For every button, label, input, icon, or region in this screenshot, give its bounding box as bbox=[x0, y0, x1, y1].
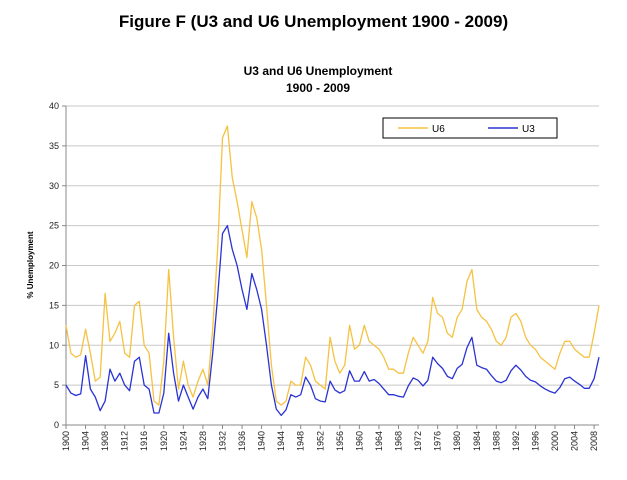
x-tick-label: 1936 bbox=[237, 431, 247, 451]
chart-title: U3 and U6 Unemployment bbox=[244, 64, 393, 78]
series-lines bbox=[65, 125, 600, 417]
x-tick-label: 1916 bbox=[139, 431, 149, 451]
x-tick-label: 1948 bbox=[296, 431, 306, 451]
x-tick-label: 1928 bbox=[198, 431, 208, 451]
y-tick-label: 5 bbox=[54, 380, 59, 390]
x-tick-label: 1996 bbox=[530, 431, 540, 451]
y-tick-label: 35 bbox=[49, 141, 59, 151]
x-tick-label: 1912 bbox=[120, 431, 130, 451]
x-tick-label: 1984 bbox=[472, 431, 482, 451]
series-line-u3 bbox=[65, 224, 600, 417]
x-tick-label: 1920 bbox=[159, 431, 169, 451]
figure-title: Figure F (U3 and U6 Unemployment 1900 - … bbox=[118, 12, 509, 31]
legend-label-u6: U6 bbox=[432, 124, 445, 135]
y-tick-label: 25 bbox=[49, 221, 59, 231]
chart-subtitle: 1900 - 2009 bbox=[286, 81, 350, 95]
axes: 0 5 10 15 20 25 30 35 40 1900 1904 1908 1912 1916 1920… bbox=[49, 101, 599, 451]
x-tick-label: 1964 bbox=[374, 431, 384, 451]
x-tick-label: 1988 bbox=[491, 431, 501, 451]
legend-box bbox=[382, 117, 558, 139]
legend-label-u3: U3 bbox=[522, 124, 535, 135]
series-line-u6 bbox=[65, 125, 600, 406]
x-tick-label: 1908 bbox=[100, 431, 110, 451]
y-tick-label: 20 bbox=[49, 261, 59, 271]
y-tick-label: 0 bbox=[54, 420, 59, 430]
y-tick-label: 30 bbox=[49, 181, 59, 191]
x-tick-label: 1940 bbox=[257, 431, 267, 451]
x-tick-label: 1960 bbox=[354, 431, 364, 451]
legend: U6 U3 bbox=[382, 117, 558, 139]
x-tick-label: 1932 bbox=[217, 431, 227, 451]
x-tick-label: 1972 bbox=[413, 431, 423, 451]
x-tick-label: 1980 bbox=[452, 431, 462, 451]
x-tick-label: 1968 bbox=[394, 431, 404, 451]
x-tick-label: 1924 bbox=[178, 431, 188, 451]
y-tick-label: 15 bbox=[49, 300, 59, 310]
gridlines bbox=[66, 105, 599, 386]
x-tick-label: 2000 bbox=[550, 431, 560, 451]
x-tick-label: 2008 bbox=[589, 431, 599, 451]
y-tick-label: 10 bbox=[49, 340, 59, 350]
x-tick-label: 1952 bbox=[315, 431, 325, 451]
x-tick-label: 1976 bbox=[433, 431, 443, 451]
x-tick-label: 2004 bbox=[570, 431, 580, 451]
y-axis-label: % Unemployment bbox=[26, 231, 35, 298]
x-tick-label: 1944 bbox=[276, 431, 286, 451]
y-tick-label: 40 bbox=[49, 101, 59, 111]
x-tick-label: 1904 bbox=[81, 431, 91, 451]
x-tick-label: 1900 bbox=[61, 431, 71, 451]
x-tick-label: 1992 bbox=[511, 431, 521, 451]
x-tick-label: 1956 bbox=[335, 431, 345, 451]
